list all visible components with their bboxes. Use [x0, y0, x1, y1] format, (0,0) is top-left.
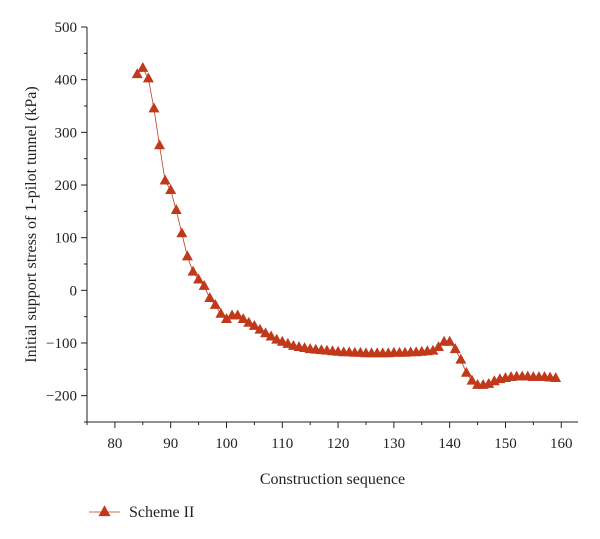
data-point [433, 341, 445, 351]
y-tick-label: 400 [55, 73, 78, 89]
data-point [237, 313, 249, 324]
series-layer [131, 61, 562, 389]
data-point [176, 227, 188, 238]
data-point [137, 61, 149, 72]
data-point [232, 309, 244, 320]
x-axis-label: Construction sequence [260, 471, 405, 488]
x-tick-label: 110 [271, 436, 293, 452]
y-tick-label: 500 [55, 20, 78, 36]
data-point [142, 72, 154, 83]
legend-label: Scheme II [129, 504, 194, 521]
x-tick-label: 90 [163, 436, 178, 452]
series-line-0 [136, 67, 556, 386]
data-point [204, 292, 216, 302]
y-tick-label: −200 [46, 389, 77, 405]
x-tick-label: 150 [494, 436, 517, 452]
data-point [193, 273, 205, 284]
data-point [131, 68, 143, 79]
data-point [148, 102, 160, 113]
data-point [220, 313, 232, 324]
data-point [209, 298, 221, 309]
data-point [215, 307, 227, 318]
data-point [466, 374, 478, 385]
data-point [449, 343, 461, 354]
data-point [170, 204, 182, 215]
data-point [198, 279, 210, 290]
data-point [248, 320, 260, 330]
data-point [187, 265, 199, 276]
y-tick-label: 100 [55, 231, 78, 247]
axes: 80 90 100 110 120 130 140 150 160 −200 −100 0 100 200… [46, 20, 578, 452]
x-tick-label: 140 [438, 436, 461, 452]
data-point [550, 372, 562, 383]
data-point [483, 377, 495, 388]
data-point [444, 335, 456, 346]
data-point [455, 353, 467, 364]
data-point [159, 174, 171, 185]
y-tick-label: 200 [55, 178, 78, 194]
data-point [265, 330, 277, 341]
data-point [154, 139, 166, 150]
x-tick-label: 130 [383, 436, 406, 452]
y-tick-label: −100 [46, 336, 77, 352]
y-axis-label: Initial support stress of 1-pilot tunnel… [23, 86, 40, 362]
data-point [260, 327, 272, 338]
data-point [460, 366, 472, 377]
data-point [243, 316, 255, 327]
x-tick-label: 80 [107, 436, 122, 452]
legend-marker [98, 505, 111, 517]
x-tick-label: 100 [215, 436, 238, 452]
x-tick-label: 160 [550, 436, 573, 452]
legend: Scheme II [89, 504, 194, 521]
data-point [254, 323, 266, 334]
x-tick-label: 120 [327, 436, 350, 452]
y-tick-label: 300 [55, 125, 78, 141]
data-point [165, 184, 177, 195]
data-point [181, 250, 193, 261]
y-tick-label: 0 [70, 283, 78, 299]
data-point [427, 344, 439, 355]
